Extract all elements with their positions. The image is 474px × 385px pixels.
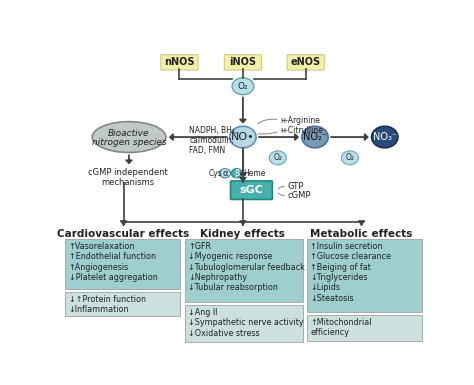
Text: ↑Vasorelaxation
↑Endothelial function
↑Angiogenesis
↓Platelet aggregation: ↑Vasorelaxation ↑Endothelial function ↑A… — [69, 242, 157, 282]
Ellipse shape — [230, 126, 256, 148]
FancyBboxPatch shape — [224, 55, 262, 70]
Text: Heme: Heme — [243, 169, 265, 178]
Text: NADPH, BH₄,
calmodulin,
FAD, FMN: NADPH, BH₄, calmodulin, FAD, FMN — [190, 126, 237, 155]
Bar — [185, 305, 302, 342]
Bar — [65, 292, 180, 316]
Text: cGMP: cGMP — [288, 191, 311, 200]
Text: Cys: Cys — [208, 169, 222, 178]
Ellipse shape — [219, 169, 230, 178]
Text: ʜ-Arginine: ʜ-Arginine — [280, 116, 320, 125]
Text: O₂: O₂ — [273, 153, 283, 162]
Text: O₂: O₂ — [346, 153, 355, 162]
Ellipse shape — [302, 126, 328, 148]
Text: nitrogen species: nitrogen species — [91, 138, 166, 147]
Text: Metabolic effects: Metabolic effects — [310, 229, 413, 239]
Text: NO•: NO• — [231, 132, 255, 142]
Text: ↑GFR
↓Myogenic response
↓Tubuloglomerular feedback
↓Nephropathy
↓Tubular reabsor: ↑GFR ↓Myogenic response ↓Tubuloglomerula… — [188, 242, 305, 292]
Bar — [65, 239, 180, 289]
FancyBboxPatch shape — [287, 55, 324, 70]
Text: iNOS: iNOS — [229, 57, 256, 67]
Text: NO₃⁻: NO₃⁻ — [373, 132, 397, 142]
Text: sGC: sGC — [239, 185, 264, 195]
Bar — [185, 239, 302, 302]
Text: nNOS: nNOS — [164, 57, 195, 67]
Text: ʜ-Citrulline: ʜ-Citrulline — [280, 126, 323, 136]
Bar — [307, 315, 422, 341]
Ellipse shape — [372, 126, 398, 148]
Text: ↓Ang II
↓Sympathetic nerve activity
↓Oxidative stress: ↓Ang II ↓Sympathetic nerve activity ↓Oxi… — [188, 308, 303, 338]
Text: ↓↑Protein function
↓Inflammation: ↓↑Protein function ↓Inflammation — [69, 295, 146, 314]
Text: Bioactive: Bioactive — [108, 129, 150, 139]
Text: Cardiovascular effects: Cardiovascular effects — [57, 229, 190, 239]
FancyBboxPatch shape — [230, 181, 273, 199]
Text: O₂: O₂ — [237, 82, 248, 91]
Text: eNOS: eNOS — [291, 57, 321, 67]
Ellipse shape — [231, 169, 242, 178]
Ellipse shape — [92, 122, 166, 152]
Bar — [307, 239, 422, 312]
Text: β: β — [234, 169, 239, 178]
Ellipse shape — [341, 151, 358, 165]
Ellipse shape — [232, 78, 254, 95]
Ellipse shape — [269, 151, 286, 165]
Text: Kidney effects: Kidney effects — [201, 229, 285, 239]
Text: ↑Mitochondrial
efficiency: ↑Mitochondrial efficiency — [310, 318, 372, 337]
Text: GTP: GTP — [288, 182, 304, 191]
Text: cGMP independent
mechanisms: cGMP independent mechanisms — [88, 168, 167, 187]
Text: NO₂⁻: NO₂⁻ — [303, 132, 327, 142]
Text: α: α — [222, 169, 228, 178]
FancyBboxPatch shape — [161, 55, 198, 70]
Text: ↑Insulin secretion
↑Glucose clearance
↑Beiging of fat
↓Triglycerides
↓Lipids
↓St: ↑Insulin secretion ↑Glucose clearance ↑B… — [310, 242, 392, 303]
